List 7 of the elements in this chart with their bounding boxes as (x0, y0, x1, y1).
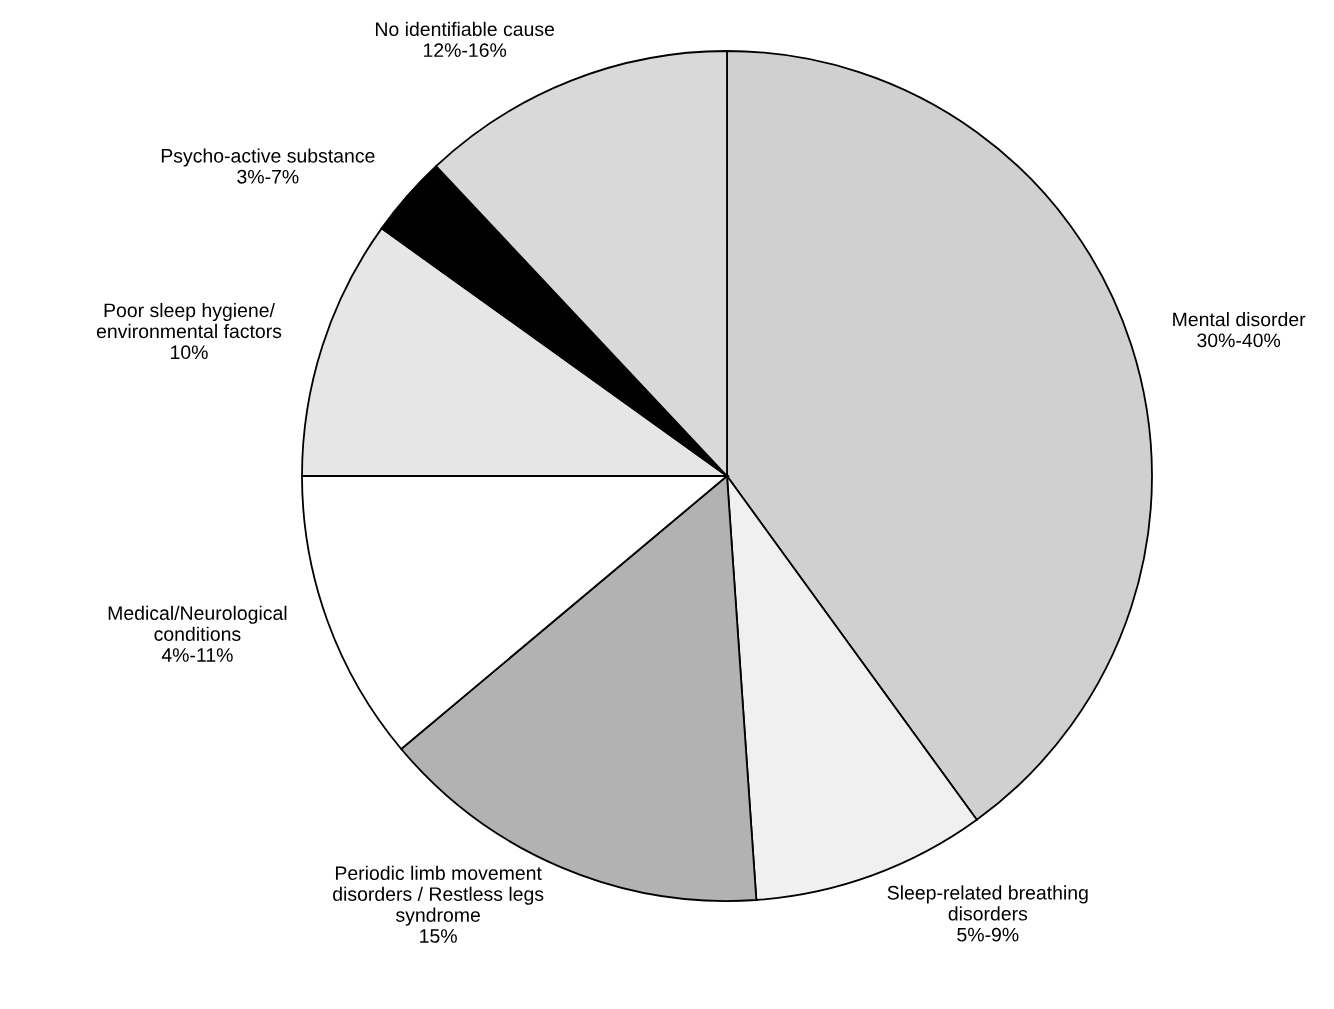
slice-label: Periodic limb movement disorders / Restless legs syndrome 15% (333, 865, 544, 943)
slice-label: Poor sleep hygiene/ environmental factors 10% (96, 302, 282, 360)
slice-label: No identifiable cause 12%-16% (375, 21, 555, 58)
slice-label: Sleep-related breathing disorders 5%-9% (887, 885, 1088, 942)
slice-label: Medical/Neurological conditions 4%-11% (108, 605, 287, 662)
slice-label: Psycho-active substance 3%-7% (161, 148, 375, 184)
slice-label: Mental disorder 30%-40% (1173, 312, 1306, 348)
